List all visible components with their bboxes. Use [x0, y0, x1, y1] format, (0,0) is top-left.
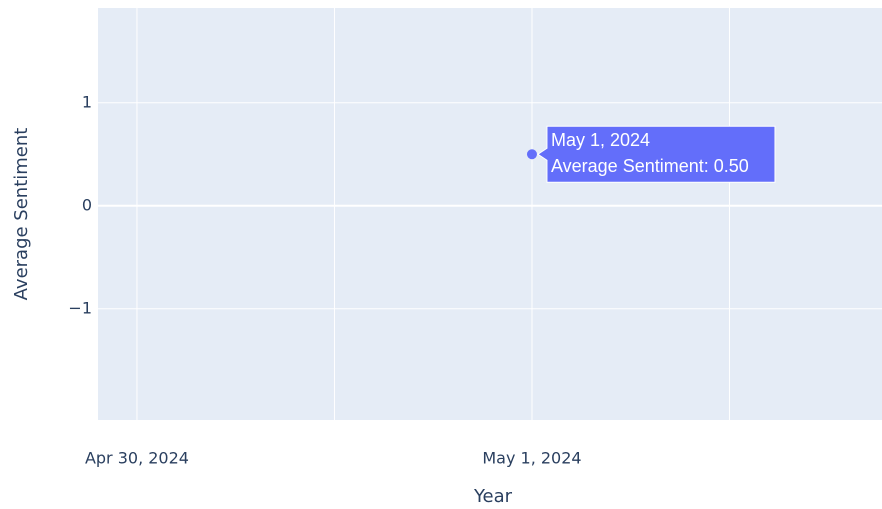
y-axis-title: Average Sentiment: [11, 128, 32, 301]
y-tick-label: 0: [82, 195, 92, 214]
y-tick-label: 1: [82, 92, 92, 111]
y-tick-label: −1: [68, 298, 92, 317]
hover-box: [537, 125, 776, 183]
hover-label: May 1, 2024 Average Sentiment: 0.50: [537, 125, 776, 183]
x-tick-label: May 1, 2024: [482, 449, 581, 468]
hover-text: Average Sentiment: 0.50: [551, 156, 749, 176]
point: [526, 149, 537, 160]
x-tick-label: Apr 30, 2024: [85, 449, 189, 468]
x-axis-title: Year: [473, 486, 513, 507]
plot-area: [98, 8, 882, 420]
hover-title: May 1, 2024: [551, 130, 650, 150]
